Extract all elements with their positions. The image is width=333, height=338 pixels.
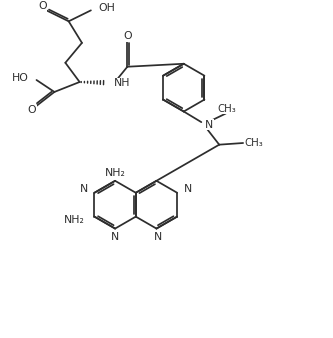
Text: O: O xyxy=(123,31,132,41)
Text: NH: NH xyxy=(114,78,130,88)
Text: N: N xyxy=(80,185,88,194)
Text: NH₂: NH₂ xyxy=(64,215,85,225)
Text: N: N xyxy=(184,185,192,194)
Text: O: O xyxy=(28,105,36,115)
Text: N: N xyxy=(111,232,119,242)
Text: O: O xyxy=(38,1,47,11)
Text: NH₂: NH₂ xyxy=(105,168,126,178)
Text: OH: OH xyxy=(98,3,115,14)
Text: CH₃: CH₃ xyxy=(218,104,236,114)
Text: HO: HO xyxy=(12,73,29,83)
Text: N: N xyxy=(205,120,213,130)
Text: N: N xyxy=(154,232,162,242)
Text: CH₃: CH₃ xyxy=(244,138,263,148)
